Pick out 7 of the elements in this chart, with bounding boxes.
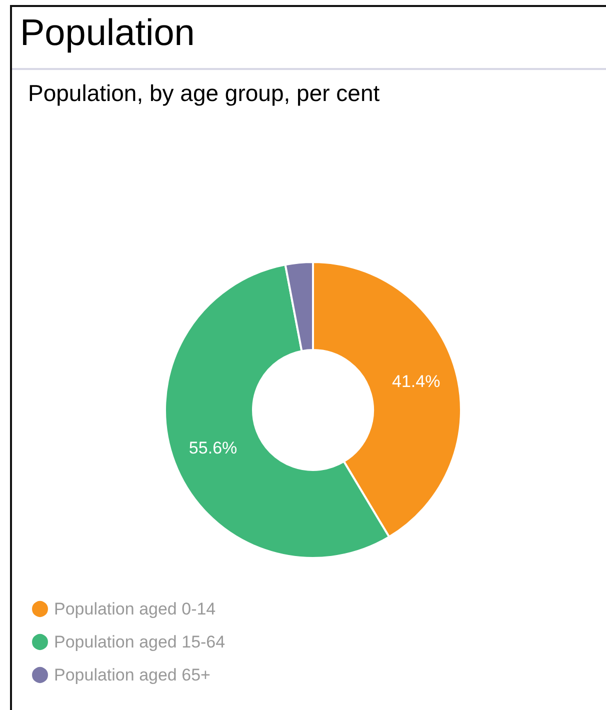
chart-title: Population: [20, 12, 195, 54]
legend-label: Population aged 65+: [54, 666, 211, 684]
legend-label: Population aged 15-64: [54, 632, 226, 652]
chart-subtitle: Population, by age group, per cent: [28, 80, 380, 107]
data-label: 41.4%: [392, 372, 440, 391]
data-label: 55.6%: [188, 438, 238, 458]
legend-label: Population aged 0-14: [54, 600, 216, 618]
